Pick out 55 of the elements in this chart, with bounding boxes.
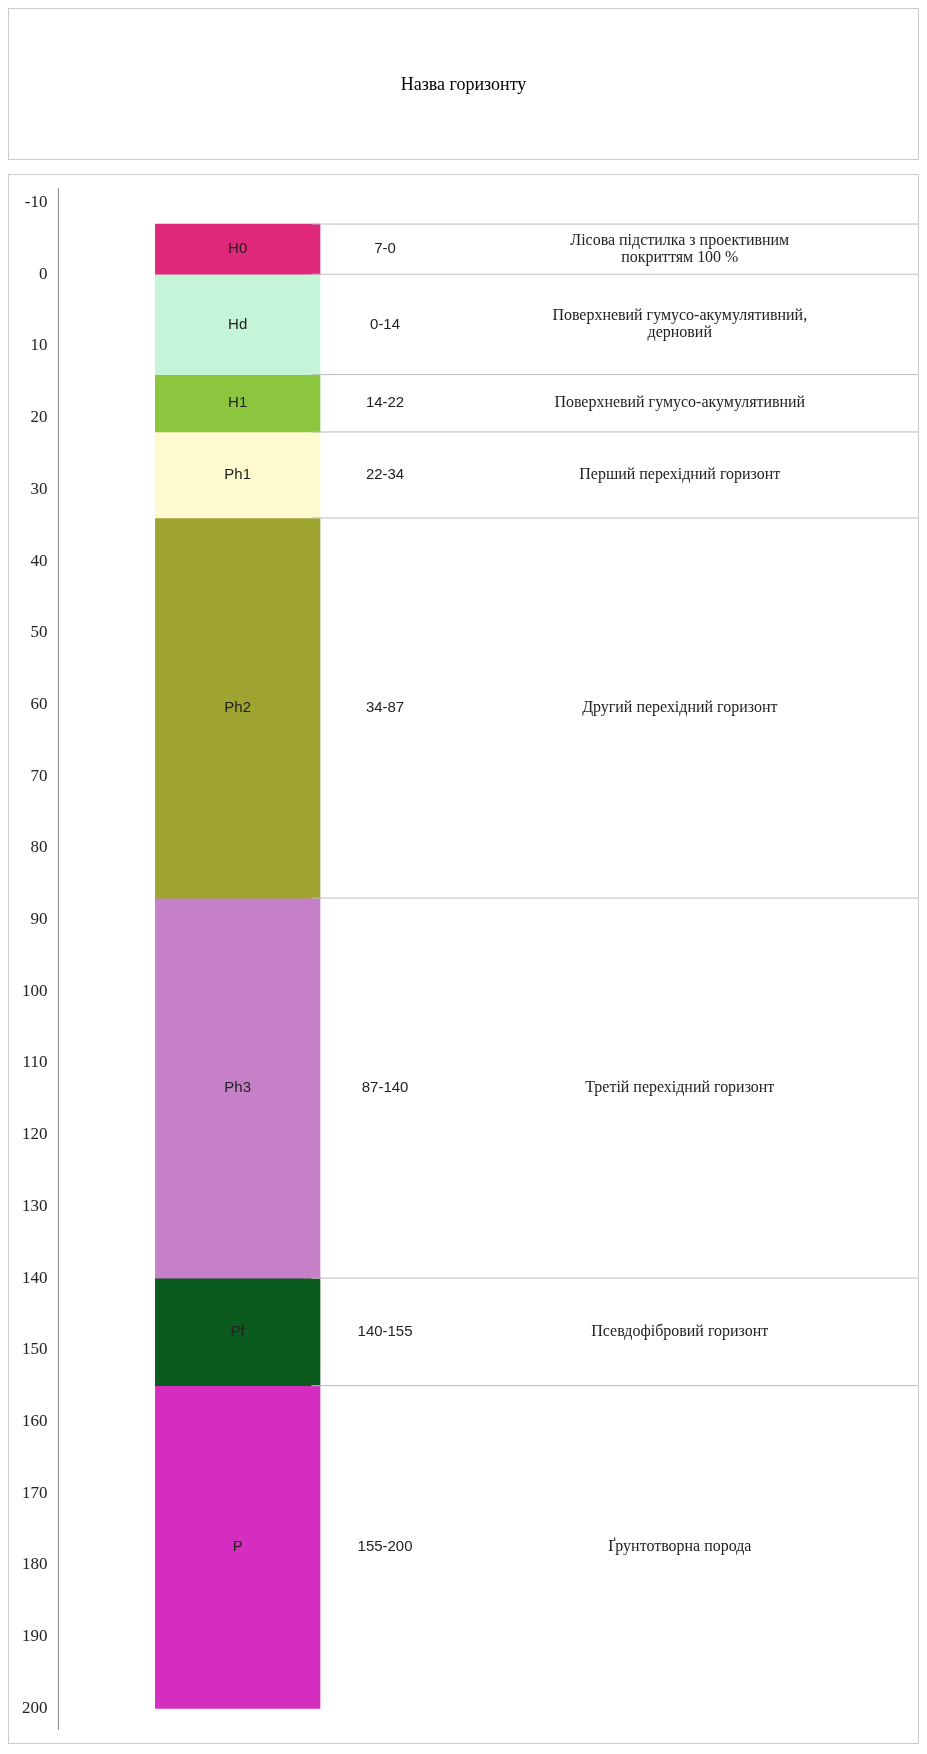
y-tick-label: 120 bbox=[21, 1124, 48, 1144]
y-tick-label: 20 bbox=[30, 407, 48, 427]
series-label: H1 bbox=[228, 393, 248, 411]
y-tick-label: 200 bbox=[21, 1697, 48, 1717]
series-label: Hd bbox=[228, 314, 248, 332]
series-label: P bbox=[232, 1537, 243, 1555]
annotation: 22-34 bbox=[365, 465, 405, 483]
annotation: Ґрунтотворна порода bbox=[608, 1537, 752, 1556]
y-tick-label: 140 bbox=[21, 1267, 48, 1287]
chart-title: Назва горизонту bbox=[8, 8, 919, 160]
y-tick-label: 110 bbox=[22, 1052, 48, 1072]
series-label: Ph2 bbox=[224, 698, 251, 716]
y-tick-label: 50 bbox=[30, 622, 48, 642]
series-label: Pf bbox=[230, 1321, 246, 1339]
bar bbox=[155, 1277, 321, 1386]
y-tick-label: 10 bbox=[30, 335, 48, 355]
annotation: 0-14 bbox=[370, 314, 401, 332]
y-tick-label: 80 bbox=[30, 837, 48, 857]
y-tick-label: 180 bbox=[21, 1554, 48, 1574]
bar bbox=[155, 273, 321, 375]
series-label: Ph3 bbox=[224, 1078, 251, 1096]
bar bbox=[155, 1385, 321, 1709]
bar bbox=[155, 431, 321, 519]
y-tick-label: 60 bbox=[30, 693, 48, 713]
annotation: Поверхневий гумусо-акумулятивний, дерновий bbox=[552, 306, 808, 342]
y-tick-label: 40 bbox=[30, 550, 48, 570]
y-tick-label: 30 bbox=[30, 478, 48, 498]
y-tick-label: 130 bbox=[21, 1195, 48, 1215]
y-tick-label: 70 bbox=[30, 765, 48, 785]
y-tick-label: 160 bbox=[21, 1410, 48, 1430]
annotation: 7-0 bbox=[374, 239, 396, 257]
annotation: 155-200 bbox=[357, 1537, 413, 1555]
y-tick-label: 90 bbox=[30, 909, 48, 929]
annotation: Другий перехідний горизонт bbox=[582, 698, 778, 717]
y-tick-label: 0 bbox=[38, 263, 48, 283]
annotation: Перший перехідний горизонт bbox=[579, 465, 781, 484]
annotation: 140-155 bbox=[357, 1321, 413, 1339]
bar bbox=[155, 374, 321, 433]
y-tick-label: 170 bbox=[21, 1482, 48, 1502]
annotation: Лісова підстилка з проективним покриттям 100 % bbox=[570, 230, 790, 266]
y-tick-label: 100 bbox=[21, 980, 48, 1000]
y-tick-label: 150 bbox=[21, 1339, 48, 1359]
bar bbox=[155, 897, 321, 1279]
annotation: Псевдофібровий горизонт bbox=[591, 1322, 769, 1341]
annotation: Поверхневий гумусо-акумулятивний bbox=[554, 393, 806, 412]
y-tick-label: -10 bbox=[24, 191, 48, 211]
series-label: Ph1 bbox=[224, 465, 251, 483]
y-tick-label: 190 bbox=[21, 1626, 48, 1646]
bar bbox=[155, 517, 321, 899]
annotation: 87-140 bbox=[361, 1078, 409, 1096]
annotation: 34-87 bbox=[365, 698, 405, 716]
annotation: Третій перехідний горизонт bbox=[585, 1078, 775, 1097]
bar bbox=[155, 223, 321, 275]
annotation: 14-22 bbox=[365, 393, 405, 411]
series-label: H0 bbox=[228, 239, 248, 257]
